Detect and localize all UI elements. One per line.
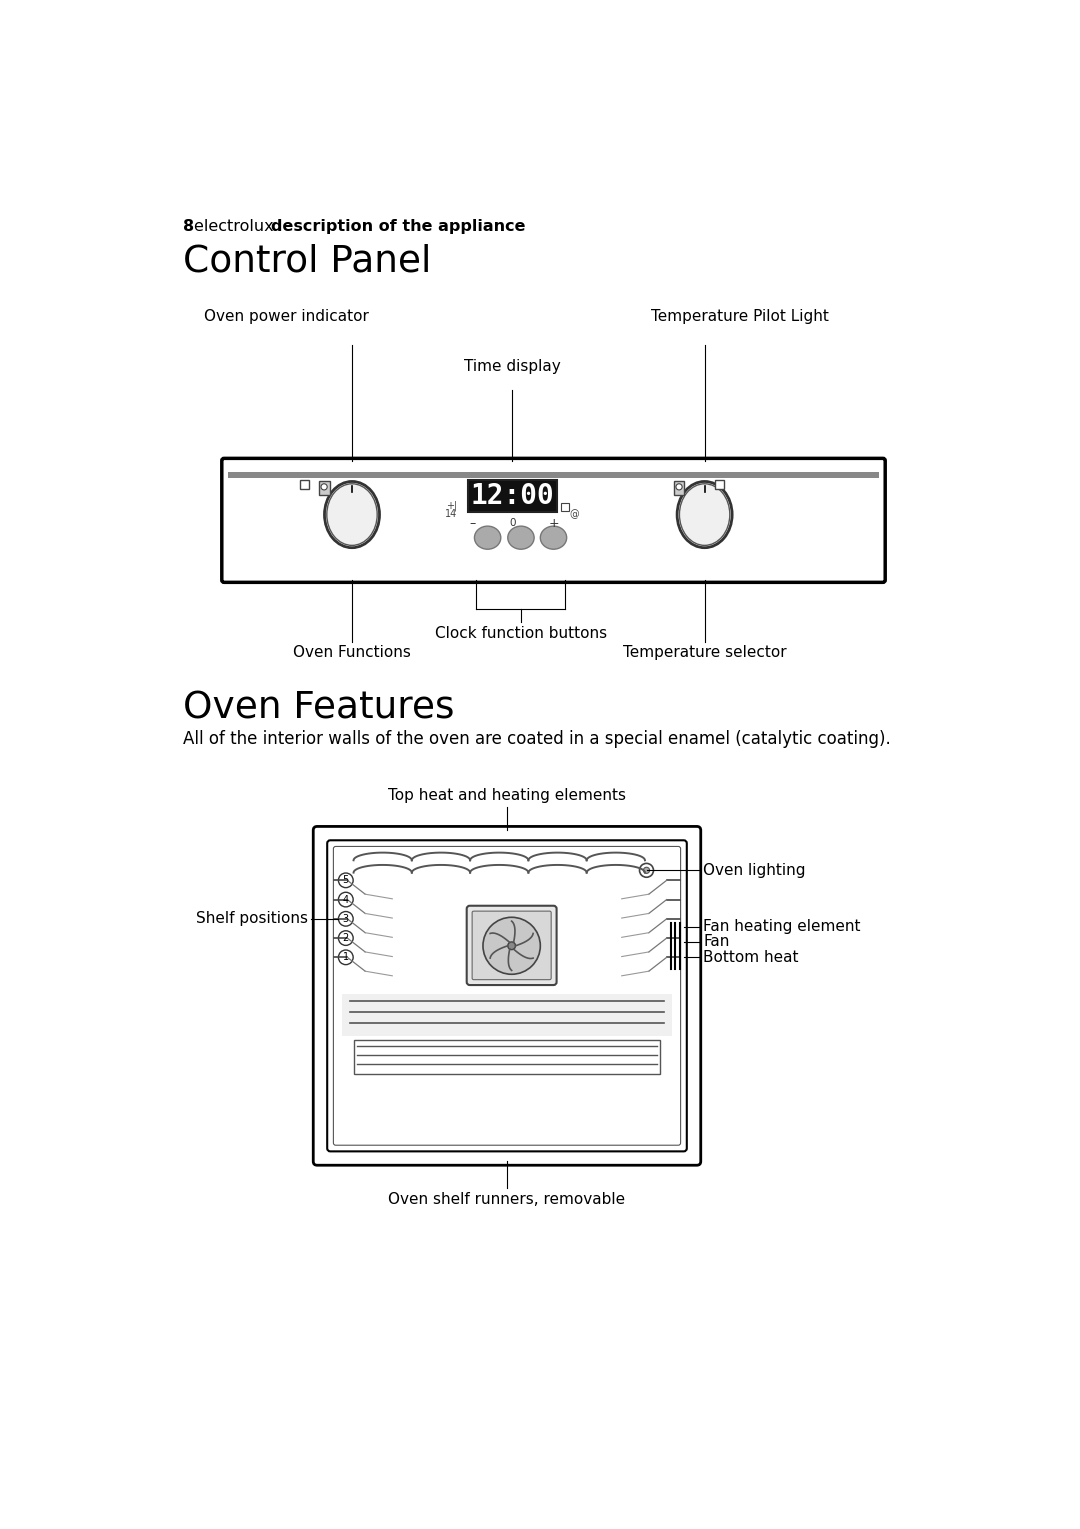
Text: –: – [469, 517, 475, 529]
Text: 0: 0 [510, 518, 516, 528]
Bar [674, 482, 685, 495]
Ellipse shape [324, 482, 379, 547]
Text: @: @ [569, 509, 579, 520]
Circle shape [639, 864, 653, 878]
Text: Fan: Fan [703, 934, 729, 950]
Text: 5: 5 [342, 875, 349, 885]
Bar [715, 480, 724, 489]
Text: Oven Features: Oven Features [183, 690, 455, 726]
Text: 1: 1 [342, 953, 349, 962]
Circle shape [338, 931, 353, 945]
Text: All of the interior walls of the oven are coated in a special enamel (catalytic : All of the interior walls of the oven ar… [183, 731, 891, 748]
Text: Clock function buttons: Clock function buttons [435, 627, 607, 641]
Circle shape [338, 873, 353, 888]
FancyBboxPatch shape [221, 459, 886, 583]
FancyBboxPatch shape [472, 911, 551, 980]
Text: +|: +| [446, 500, 457, 511]
Text: Oven power indicator: Oven power indicator [204, 309, 368, 324]
Text: 12:00: 12:00 [471, 482, 555, 511]
Text: Fan heating element: Fan heating element [703, 919, 861, 934]
FancyBboxPatch shape [334, 847, 680, 1145]
Text: 3: 3 [342, 914, 349, 924]
Text: electrolux: electrolux [194, 219, 284, 234]
Circle shape [338, 950, 353, 965]
Ellipse shape [540, 526, 567, 549]
Text: Time display: Time display [464, 359, 561, 373]
Ellipse shape [508, 526, 535, 549]
Text: Oven Functions: Oven Functions [293, 645, 410, 661]
Text: +: + [549, 517, 558, 529]
Text: 8: 8 [183, 219, 200, 234]
Ellipse shape [327, 483, 377, 546]
Text: Oven lighting: Oven lighting [703, 862, 806, 878]
Text: 14: 14 [445, 509, 457, 520]
Bar [228, 472, 879, 479]
Circle shape [644, 867, 649, 873]
Circle shape [676, 483, 683, 489]
Text: Oven shelf runners, removable: Oven shelf runners, removable [389, 1193, 625, 1208]
Text: Temperature selector: Temperature selector [623, 645, 786, 661]
Circle shape [483, 917, 540, 974]
Text: Bottom heat: Bottom heat [703, 950, 798, 965]
Bar [342, 994, 672, 1035]
Bar [562, 503, 569, 511]
Text: Temperature Pilot Light: Temperature Pilot Light [650, 309, 828, 324]
Bar [469, 480, 557, 512]
Bar [300, 480, 309, 489]
Ellipse shape [679, 483, 730, 546]
Ellipse shape [474, 526, 501, 549]
Circle shape [321, 483, 327, 489]
Bar [353, 1040, 661, 1075]
Text: Top heat and heating elements: Top heat and heating elements [388, 789, 626, 803]
Bar [320, 482, 329, 495]
Circle shape [338, 893, 353, 907]
Text: Control Panel: Control Panel [183, 243, 431, 280]
Text: 4: 4 [342, 894, 349, 905]
FancyBboxPatch shape [467, 905, 556, 985]
Text: Shelf positions: Shelf positions [195, 911, 308, 927]
Text: description of the appliance: description of the appliance [271, 219, 526, 234]
Ellipse shape [677, 482, 732, 547]
FancyBboxPatch shape [327, 841, 687, 1151]
Circle shape [508, 942, 515, 950]
FancyBboxPatch shape [313, 827, 701, 1165]
Circle shape [338, 911, 353, 927]
Text: 2: 2 [342, 933, 349, 943]
